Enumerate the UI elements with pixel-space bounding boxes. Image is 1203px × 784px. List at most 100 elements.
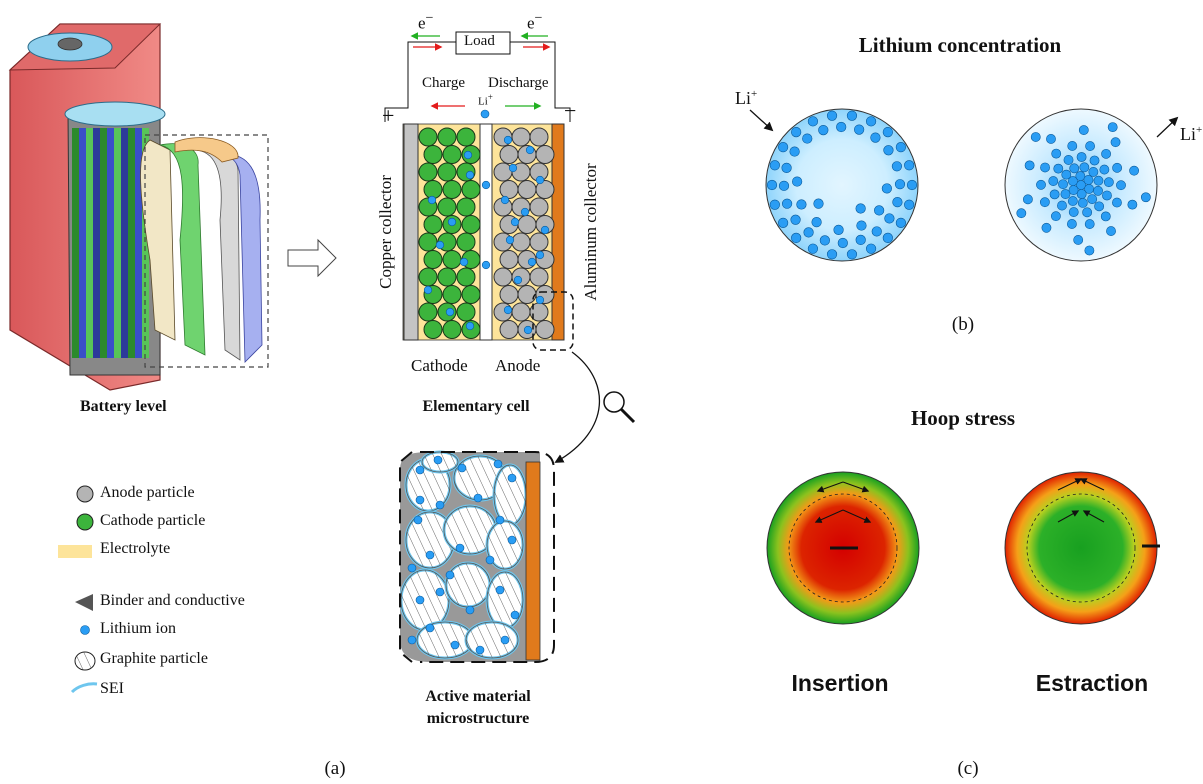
lithium-ion <box>507 473 517 483</box>
lithium-ion <box>1068 185 1079 195</box>
graphite-particle <box>486 520 524 570</box>
lithium-ion <box>1076 189 1087 199</box>
lithium-ion <box>535 295 545 305</box>
anode-particle <box>529 267 549 287</box>
lithium-ion <box>855 234 866 246</box>
lithium-ion <box>778 180 790 191</box>
legend-item: Graphite particle <box>100 650 208 667</box>
lithium-ion <box>846 249 858 260</box>
graphite-particle <box>445 562 491 608</box>
lithium-ion <box>520 207 530 217</box>
li-ion-label: Li+ <box>478 92 493 108</box>
lithium-ion <box>445 570 455 580</box>
lithium-ion <box>882 232 893 244</box>
aluminum-collector-label: Aluminum collector <box>581 163 600 301</box>
lithium-ion <box>894 179 906 190</box>
lithium-ion <box>465 321 475 331</box>
lithium-ion <box>882 126 893 138</box>
lithium-ion <box>865 116 877 127</box>
lithium-ion <box>895 142 906 153</box>
lithium-ion <box>781 198 793 209</box>
lithium-ion <box>1088 167 1099 177</box>
lithium-ion <box>508 163 518 173</box>
legend: Anode particle Cathode particle Electrol… <box>74 480 334 710</box>
anode-particle <box>499 250 519 269</box>
elementary-cell-label: Elementary cell <box>422 398 530 415</box>
lithium-ion <box>854 124 865 135</box>
lithium-ion <box>855 203 866 214</box>
elementary-cell <box>384 31 574 351</box>
li-concentration-extraction <box>1004 108 1158 262</box>
cell-zoom-box <box>532 291 574 351</box>
anode-particle <box>511 127 531 147</box>
panel-b-title: Lithium concentration <box>858 33 1062 57</box>
lithium-ion <box>846 110 858 121</box>
li-ion-marker <box>480 109 490 119</box>
anode-particle <box>499 145 519 164</box>
li-concentration-insertion <box>765 108 919 262</box>
lithium-ion <box>865 243 877 254</box>
lithium-ion <box>465 605 475 615</box>
anode-particle <box>499 180 519 199</box>
anode-particle <box>529 197 549 217</box>
anode-particle <box>511 302 531 322</box>
lithium-ion <box>1093 175 1104 186</box>
lithium-ion <box>1067 219 1077 229</box>
lithium-ion <box>1107 122 1118 133</box>
lithium-ion <box>507 535 517 545</box>
lithium-ion <box>833 224 844 235</box>
cathode-particle <box>437 162 457 182</box>
lithium-ion <box>778 142 789 153</box>
separator <box>479 123 493 341</box>
lithium-ion <box>1063 155 1074 165</box>
lithium-ion <box>1068 207 1079 217</box>
hoop-stress-insertion <box>766 471 920 625</box>
lithium-ion <box>884 213 895 224</box>
anode-particle <box>529 232 549 252</box>
cathode-particle <box>437 197 457 217</box>
anode-particle <box>535 180 555 199</box>
lithium-ion <box>459 257 469 267</box>
lithium-ion <box>1040 162 1050 173</box>
lithium-ion <box>826 249 838 260</box>
cathode-particle <box>461 180 481 199</box>
lithium-ion <box>1101 148 1111 159</box>
electron-label-right: e− <box>527 10 543 33</box>
anode-particle <box>511 232 531 252</box>
lithium-ion <box>1073 235 1084 245</box>
microstructure-label-line1: Active material <box>425 688 531 705</box>
lithium-ion <box>493 459 503 469</box>
anode-particle <box>517 285 537 304</box>
lithium-ion <box>874 205 885 216</box>
lithium-ion <box>1039 197 1050 208</box>
lithium-ion <box>435 587 445 597</box>
lithium-ion <box>904 199 915 210</box>
lithium-ion <box>1099 164 1110 175</box>
lithium-ion <box>1046 134 1056 144</box>
cathode-particle <box>423 250 443 269</box>
lithium-ion <box>510 610 520 620</box>
lithium-ion <box>881 183 892 194</box>
battery-illustration <box>8 23 269 391</box>
lithium-ion <box>523 325 533 335</box>
cathode-particle <box>418 162 438 182</box>
anode-particle <box>535 320 555 339</box>
lithium-ion <box>791 126 802 138</box>
lithium-ion <box>1093 185 1103 196</box>
lithium-ion <box>407 563 417 573</box>
lithium-ion <box>1089 155 1100 166</box>
lithium-ion <box>769 199 780 210</box>
graphite-particle <box>465 621 519 659</box>
lithium-ion <box>871 226 882 237</box>
lithium-ion <box>447 217 457 227</box>
legend-item: SEI <box>100 680 124 697</box>
lithium-ion <box>811 217 822 228</box>
insertion-label: Insertion <box>791 670 889 696</box>
electron-label-left: e− <box>418 10 434 33</box>
cathode-particle <box>456 232 476 252</box>
li-in-label: Li+ <box>735 88 758 108</box>
anode-particle <box>493 267 513 287</box>
lithium-ion <box>807 243 819 254</box>
lithium-ion <box>790 214 801 225</box>
